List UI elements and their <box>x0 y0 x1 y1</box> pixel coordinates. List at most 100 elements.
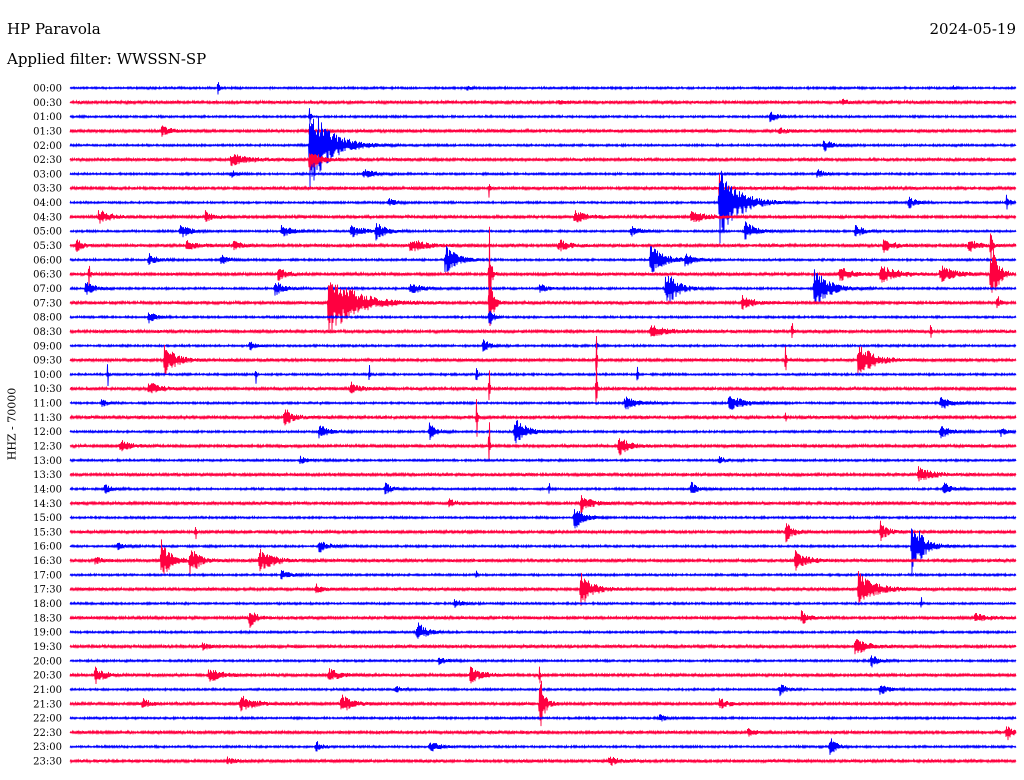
trace-0430 <box>69 210 1017 224</box>
trace-2030 <box>69 666 1017 685</box>
filter-label: Applied filter: WWSSN-SP <box>7 50 207 68</box>
trace-1330 <box>69 466 1017 482</box>
y-axis-label: HHZ - 70000 <box>5 387 19 461</box>
trace-1400 <box>69 481 1017 495</box>
trace-1430 <box>69 495 1017 514</box>
row-label: 03:00 <box>33 169 62 180</box>
trace-1030 <box>69 357 1017 404</box>
trace-0600 <box>69 246 1017 273</box>
row-label: 04:00 <box>33 198 62 209</box>
row-label: 12:30 <box>33 442 62 453</box>
trace-0530 <box>69 233 1017 262</box>
trace-0030 <box>69 98 1017 106</box>
row-label: 22:30 <box>33 728 62 739</box>
row-label: 04:30 <box>33 212 62 223</box>
row-label: 19:00 <box>33 628 62 639</box>
trace-2130 <box>69 680 1017 727</box>
trace-1630 <box>69 539 1017 576</box>
trace-1130 <box>69 399 1017 437</box>
trace-1730 <box>69 570 1017 606</box>
trace-2000 <box>69 655 1017 668</box>
row-label: 07:30 <box>33 298 62 309</box>
trace-0800 <box>69 311 1017 325</box>
row-label: 11:00 <box>33 399 62 410</box>
row-label: 15:30 <box>33 527 62 538</box>
row-label: 16:30 <box>33 556 62 567</box>
trace-0300 <box>69 169 1017 178</box>
row-label: 06:00 <box>33 255 62 266</box>
trace-0930 <box>69 335 1017 375</box>
date-label: 2024-05-19 <box>929 20 1016 38</box>
row-label: 11:30 <box>33 413 62 424</box>
trace-1230 <box>69 422 1017 462</box>
station-title: HP Paravola <box>7 20 101 38</box>
trace-0700 <box>69 269 1017 304</box>
row-label: 09:00 <box>33 341 62 352</box>
row-label: 07:00 <box>33 284 62 295</box>
trace-0100 <box>69 108 1017 124</box>
row-label: 21:30 <box>33 699 62 710</box>
trace-1700 <box>69 570 1017 580</box>
row-label: 13:30 <box>33 470 62 481</box>
row-label: 00:30 <box>33 98 62 109</box>
trace-0630 <box>69 226 1017 305</box>
trace-0000 <box>69 82 1017 95</box>
row-label: 21:00 <box>33 685 62 696</box>
row-label: 15:00 <box>33 513 62 524</box>
trace-2330 <box>69 756 1017 766</box>
row-label: 23:30 <box>33 757 62 768</box>
row-label: 10:00 <box>33 370 62 381</box>
trace-1300 <box>69 455 1017 465</box>
trace-1800 <box>69 597 1017 608</box>
row-label: 20:00 <box>33 656 62 667</box>
row-label: 03:30 <box>33 184 62 195</box>
row-label: 00:00 <box>33 84 62 95</box>
row-label: 14:00 <box>33 485 62 496</box>
trace-0200 <box>69 116 1017 188</box>
trace-0400 <box>69 170 1017 244</box>
row-label: 18:00 <box>33 599 62 610</box>
row-label: 12:00 <box>33 427 62 438</box>
row-label: 20:30 <box>33 671 62 682</box>
trace-0230 <box>69 153 1017 171</box>
trace-1930 <box>69 639 1017 655</box>
row-label: 19:30 <box>33 642 62 653</box>
row-label: 23:00 <box>33 742 62 753</box>
row-label: 06:30 <box>33 270 62 281</box>
trace-1900 <box>69 622 1017 639</box>
row-label: 17:30 <box>33 585 62 596</box>
trace-0130 <box>69 125 1017 137</box>
row-label: 18:30 <box>33 613 62 624</box>
row-label: 10:30 <box>33 384 62 395</box>
row-label: 22:00 <box>33 714 62 725</box>
row-label: 14:30 <box>33 499 62 510</box>
trace-2100 <box>69 684 1017 697</box>
trace-1830 <box>69 610 1017 628</box>
row-label: 05:30 <box>33 241 62 252</box>
trace-1100 <box>69 396 1017 410</box>
trace-1200 <box>69 420 1017 444</box>
row-label: 01:30 <box>33 127 62 138</box>
trace-2230 <box>69 726 1017 741</box>
trace-2200 <box>69 714 1017 722</box>
trace-1530 <box>69 520 1017 543</box>
trace-0500 <box>69 221 1017 241</box>
row-label: 13:00 <box>33 456 62 467</box>
row-label: 09:30 <box>33 356 62 367</box>
row-label: 16:00 <box>33 542 62 553</box>
trace-1000 <box>69 364 1017 387</box>
trace-1600 <box>69 528 1017 574</box>
trace-2300 <box>69 738 1017 755</box>
row-label: 02:30 <box>33 155 62 166</box>
row-label: 02:00 <box>33 141 62 152</box>
row-label: 08:00 <box>33 313 62 324</box>
row-label: 17:00 <box>33 570 62 581</box>
trace-0730 <box>69 274 1017 334</box>
trace-0830 <box>69 323 1017 339</box>
row-label: 08:30 <box>33 327 62 338</box>
trace-0330 <box>69 173 1017 198</box>
trace-0900 <box>69 338 1017 352</box>
trace-1500 <box>69 509 1017 529</box>
